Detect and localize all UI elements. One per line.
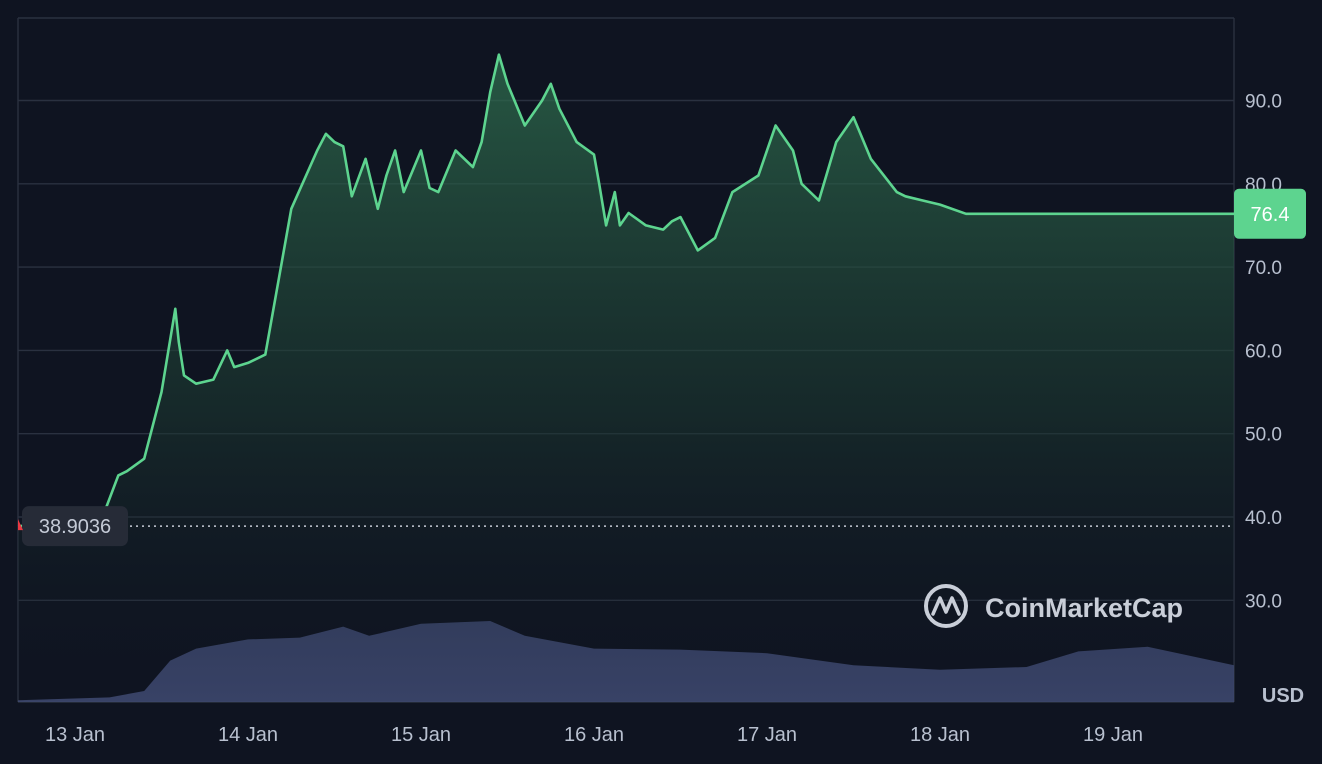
x-tick-label: 14 Jan bbox=[218, 724, 278, 746]
x-tick-label: 16 Jan bbox=[564, 724, 624, 746]
price-line bbox=[17, 53, 1234, 528]
y-tick-label: 30.0 bbox=[1245, 591, 1282, 612]
x-tick-label: 15 Jan bbox=[391, 724, 451, 746]
currency-unit-label: USD bbox=[1262, 685, 1304, 707]
coinmarketcap-logo-mark bbox=[931, 596, 961, 616]
current-price-badge bbox=[1234, 188, 1306, 239]
price-series-line bbox=[17, 53, 1234, 528]
price-area-fill bbox=[18, 54, 1234, 702]
x-tick-label: 19 Jan bbox=[1083, 724, 1143, 746]
y-tick-label: 60.0 bbox=[1245, 341, 1282, 362]
y-tick-label: 40.0 bbox=[1245, 508, 1282, 529]
coinmarketcap-logo-icon bbox=[924, 584, 968, 628]
open-price-label: 38.9036 bbox=[39, 516, 111, 538]
x-tick-label: 17 Jan bbox=[737, 724, 797, 746]
open-price-reference: 38.9036 bbox=[18, 506, 1234, 547]
x-tick-label: 18 Jan bbox=[910, 724, 970, 746]
y-tick-label: 90.0 bbox=[1245, 92, 1282, 113]
watermark: CoinMarketCap bbox=[924, 584, 1183, 628]
watermark-text: CoinMarketCap bbox=[985, 593, 1183, 623]
down-marker-icon bbox=[18, 519, 23, 531]
x-tick-label: 13 Jan bbox=[45, 724, 105, 746]
x-axis: 13 Jan 14 Jan 15 Jan 16 Jan 17 Jan 18 Jan 19 J… bbox=[45, 724, 1143, 746]
open-price-label-bg bbox=[22, 506, 128, 547]
y-tick-label: 50.0 bbox=[1245, 425, 1282, 446]
current-price-label: 76.4 bbox=[1251, 204, 1290, 226]
price-area bbox=[18, 54, 1234, 702]
y-tick-label: 70.0 bbox=[1245, 258, 1282, 279]
